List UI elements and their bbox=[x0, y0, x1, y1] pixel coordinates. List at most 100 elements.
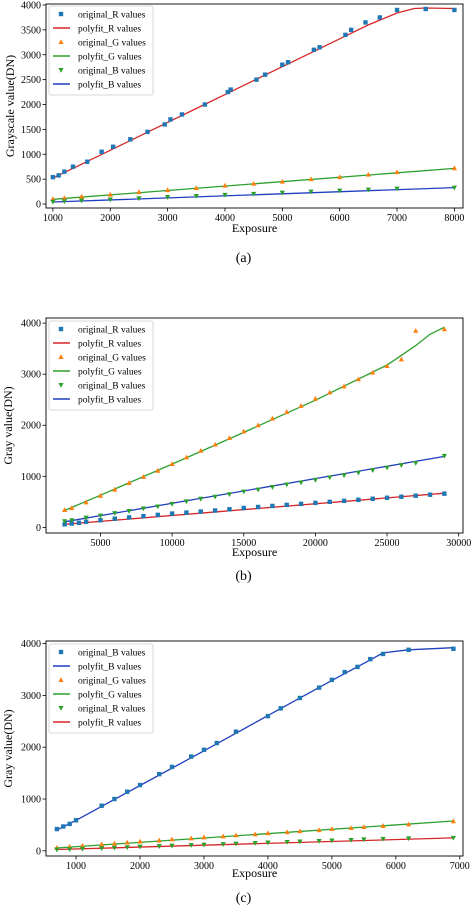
data-point-original-b-values bbox=[97, 513, 104, 519]
y-tick-label: 3000 bbox=[21, 370, 41, 381]
x-tick-label: 20000 bbox=[303, 538, 328, 549]
y-tick-label: 1000 bbox=[21, 150, 41, 161]
data-point-original-r-values bbox=[169, 843, 175, 849]
y-tick-label: 1000 bbox=[21, 472, 41, 483]
data-point-original-g-values bbox=[169, 836, 175, 842]
data-point-original-b-values bbox=[112, 511, 118, 516]
data-point-original-b-values bbox=[337, 188, 343, 194]
legend-entry: original_B values bbox=[78, 382, 146, 392]
data-point-original-r-values bbox=[50, 174, 56, 180]
data-point-original-g-values bbox=[355, 376, 361, 382]
data-point-original-g-values bbox=[137, 838, 143, 844]
data-point-original-b-values bbox=[365, 187, 371, 193]
data-point-original-g-values bbox=[156, 837, 162, 843]
data-point-original-r-values bbox=[241, 505, 246, 511]
data-point-original-g-values bbox=[365, 171, 371, 177]
legend-entry: original_R values bbox=[78, 705, 146, 715]
data-point-original-g-values bbox=[297, 828, 303, 834]
data-point-original-r-values bbox=[110, 144, 116, 149]
data-point-original-r-values bbox=[70, 164, 76, 169]
data-point-original-g-values bbox=[226, 435, 233, 441]
y-tick-label: 4000 bbox=[21, 639, 41, 650]
data-point-original-r-values bbox=[225, 89, 231, 95]
data-point-original-r-values bbox=[380, 836, 386, 842]
data-point-original-b-values bbox=[155, 504, 161, 510]
data-point-original-r-values bbox=[228, 87, 233, 92]
data-point-original-g-values bbox=[107, 191, 113, 197]
data-point-original-r-values bbox=[262, 72, 268, 77]
data-point-original-r-values bbox=[427, 492, 433, 497]
data-point-original-r-values bbox=[406, 836, 412, 842]
legend-box bbox=[48, 320, 154, 411]
x-axis-label: Exposure bbox=[232, 545, 277, 559]
data-point-original-g-values bbox=[265, 830, 271, 836]
data-point-original-g-values bbox=[69, 505, 75, 510]
x-tick-label: 1000 bbox=[66, 861, 86, 872]
data-point-original-g-values bbox=[198, 447, 204, 453]
data-point-original-r-values bbox=[202, 102, 208, 107]
data-point-original-r-values bbox=[413, 493, 418, 498]
y-tick-label: 0 bbox=[36, 523, 41, 534]
data-point-original-b-values bbox=[342, 669, 347, 675]
y-tick-label: 2000 bbox=[21, 743, 41, 754]
x-tick-label: 10000 bbox=[160, 538, 185, 549]
y-tick-label: 500 bbox=[26, 175, 41, 186]
data-point-original-b-values bbox=[368, 656, 373, 662]
data-point-original-g-values bbox=[361, 824, 367, 829]
data-point-original-r-values bbox=[298, 501, 304, 507]
data-point-original-g-values bbox=[451, 165, 457, 171]
y-tick-label: 3000 bbox=[21, 50, 41, 61]
data-point-original-b-values bbox=[441, 453, 447, 459]
data-point-original-b-values bbox=[54, 826, 60, 832]
y-tick-label: 0 bbox=[36, 200, 41, 211]
data-point-original-r-values bbox=[329, 838, 335, 844]
legend-entry: original_G values bbox=[78, 39, 146, 49]
data-point-original-b-values bbox=[284, 482, 290, 488]
data-point-original-g-values bbox=[348, 825, 354, 831]
data-point-original-b-values bbox=[183, 499, 190, 505]
data-point-original-r-values bbox=[56, 173, 61, 178]
data-point-original-r-values bbox=[54, 847, 60, 853]
legend: original_R values polyfit_R values origina… bbox=[48, 320, 154, 411]
data-point-original-b-values bbox=[136, 196, 142, 202]
legend-entry: original_B values bbox=[78, 649, 146, 659]
legend-entry: polyfit_R values bbox=[78, 339, 141, 350]
data-point-original-g-values bbox=[394, 169, 400, 175]
data-point-original-b-values bbox=[316, 685, 322, 690]
x-axis-label: Exposure bbox=[232, 866, 277, 880]
data-point-original-g-values bbox=[284, 829, 290, 835]
data-point-original-g-values bbox=[220, 833, 226, 839]
data-point-original-b-values bbox=[298, 480, 304, 486]
data-point-original-b-values bbox=[384, 465, 390, 471]
x-tick-label: 4000 bbox=[215, 213, 235, 224]
data-point-original-b-values bbox=[308, 189, 314, 195]
data-point-original-g-values bbox=[165, 187, 171, 193]
legend-box bbox=[48, 643, 154, 734]
data-point-original-r-values bbox=[184, 510, 189, 515]
data-point-original-b-values bbox=[188, 754, 194, 759]
data-point-original-r-values bbox=[317, 45, 322, 50]
data-point-original-b-values bbox=[255, 487, 261, 493]
data-point-original-b-values bbox=[269, 485, 276, 490]
data-point-original-b-values bbox=[73, 818, 79, 823]
data-point-original-b-values bbox=[140, 506, 147, 512]
y-tick-label: 1000 bbox=[21, 795, 41, 806]
data-point-original-b-values bbox=[398, 463, 404, 468]
legend: original_B values polyfit_B values origina… bbox=[48, 643, 154, 734]
plot-frame bbox=[45, 3, 464, 209]
data-point-original-g-values bbox=[183, 454, 190, 460]
data-point-original-r-values bbox=[423, 6, 428, 12]
data-point-original-r-values bbox=[327, 499, 332, 505]
x-tick-label: 6000 bbox=[330, 213, 350, 224]
data-point-original-b-values bbox=[355, 470, 361, 476]
data-point-original-g-values bbox=[327, 389, 333, 395]
data-point-original-g-values bbox=[79, 842, 86, 848]
legend-entry: polyfit_G values bbox=[78, 690, 142, 701]
data-point-original-r-values bbox=[252, 841, 258, 846]
data-point-original-b-values bbox=[279, 190, 285, 196]
data-point-original-b-values bbox=[341, 473, 347, 479]
data-point-original-g-values bbox=[316, 827, 322, 833]
data-point-original-b-values bbox=[169, 764, 175, 770]
data-point-original-r-values bbox=[179, 112, 185, 117]
data-point-original-b-values bbox=[327, 475, 333, 481]
